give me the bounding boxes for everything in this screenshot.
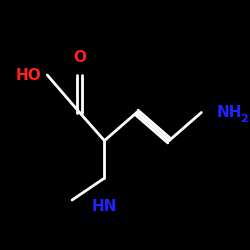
Text: HO: HO <box>16 68 42 82</box>
Text: 2: 2 <box>240 114 248 124</box>
Text: O: O <box>73 50 86 65</box>
Text: NH: NH <box>216 105 242 120</box>
Text: HN: HN <box>92 199 117 214</box>
